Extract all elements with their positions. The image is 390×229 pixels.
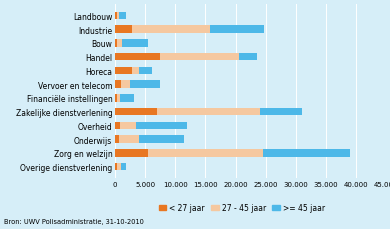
Bar bbox=[122, 40, 147, 47]
Bar bbox=[115, 136, 119, 143]
Bar bbox=[121, 81, 130, 89]
Bar bbox=[157, 108, 260, 116]
Bar bbox=[115, 54, 160, 61]
Bar bbox=[260, 108, 302, 116]
Bar bbox=[130, 81, 160, 89]
Bar bbox=[148, 150, 262, 157]
Bar bbox=[115, 163, 117, 171]
Bar bbox=[239, 54, 257, 61]
Bar bbox=[115, 150, 148, 157]
Bar bbox=[115, 108, 157, 116]
Bar bbox=[119, 136, 138, 143]
Bar bbox=[115, 67, 132, 75]
Bar bbox=[115, 81, 121, 89]
Bar bbox=[115, 95, 117, 102]
Bar bbox=[139, 67, 152, 75]
Bar bbox=[115, 122, 121, 130]
Bar bbox=[121, 95, 134, 102]
Bar bbox=[115, 13, 117, 20]
Bar bbox=[160, 54, 239, 61]
Bar bbox=[117, 95, 121, 102]
Bar bbox=[115, 26, 132, 34]
Bar bbox=[138, 136, 184, 143]
Bar bbox=[117, 40, 122, 47]
Bar bbox=[136, 122, 187, 130]
Bar bbox=[210, 26, 264, 34]
Legend: < 27 jaar, 27 - 45 jaar, >= 45 jaar: < 27 jaar, 27 - 45 jaar, >= 45 jaar bbox=[157, 202, 326, 214]
Bar bbox=[132, 26, 210, 34]
Bar bbox=[121, 163, 126, 171]
Bar bbox=[115, 40, 117, 47]
Bar bbox=[121, 122, 136, 130]
Bar bbox=[117, 13, 119, 20]
Bar bbox=[119, 13, 126, 20]
Bar bbox=[132, 67, 139, 75]
Bar bbox=[262, 150, 350, 157]
Bar bbox=[117, 163, 121, 171]
Text: Bron: UWV Polisadministratie, 31-10-2010: Bron: UWV Polisadministratie, 31-10-2010 bbox=[4, 218, 144, 224]
